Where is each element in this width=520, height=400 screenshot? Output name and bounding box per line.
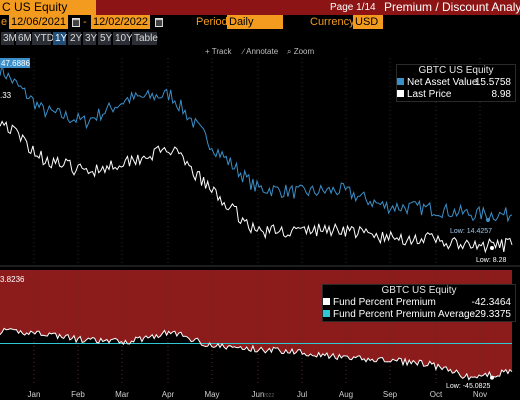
range-button-6m[interactable]: 6M (16, 32, 32, 45)
legend-series-name: Last Price (407, 89, 452, 100)
legend-series-value: 15.5758 (474, 77, 511, 88)
nav-line (0, 64, 513, 223)
x-axis-year-hint: 2022 (263, 393, 274, 399)
date-separator: - (83, 16, 87, 28)
zoom-tool[interactable]: ⌕ Zoom (287, 47, 315, 56)
security-title[interactable]: C US Equity (0, 0, 96, 15)
x-axis-month-label: Sep (383, 390, 398, 399)
params-row: e 12/06/2021 ▦ - 12/02/2022 ▦ Period Dai… (0, 15, 520, 30)
legend-series-value: 8.98 (491, 89, 511, 100)
low-nav-label: Low: 14.4257 (450, 228, 492, 235)
legend-row-premium: Fund Percent Premium -42.3464 (323, 297, 515, 309)
low-premium-label: Low: -45.0825 (446, 383, 490, 390)
currency-label: Currency (310, 16, 355, 28)
last-price-line (0, 120, 513, 254)
low-marker (486, 218, 490, 223)
date-prefix: e (1, 16, 8, 28)
bottom-legend: GBTC US Equity Fund Percent Premium -42.… (322, 284, 516, 322)
legend-swatch (397, 90, 404, 97)
legend-swatch (323, 298, 330, 305)
bottom-legend-title: GBTC US Equity (381, 285, 457, 296)
top-panel-grid (0, 58, 520, 267)
premium-discount-chart[interactable]: 47.6886 .33 3.8236 Low: 14.4257 Low: 8.28 Low… (0, 58, 520, 400)
left-tick-label: .33 (0, 91, 12, 100)
low-price-label: Low: 8.28 (476, 257, 506, 264)
title-bar: C US Equity Page 1/14 Premium / Discount… (0, 0, 520, 15)
range-button-3y[interactable]: 3Y (83, 32, 98, 45)
x-axis-month-label: Jul (297, 390, 307, 399)
period-select[interactable]: Daily (227, 15, 283, 29)
period-label: Period (196, 16, 228, 28)
bottom-panel-grid (33, 270, 481, 384)
track-label: Track (211, 47, 232, 56)
left-tick-box (0, 58, 30, 68)
x-axis-month-label: Oct (430, 390, 443, 399)
top-panel-lines (0, 64, 513, 254)
x-axis-month-label: Mar (115, 390, 129, 399)
premium-line (0, 327, 513, 381)
annotate-label: Annotate (246, 47, 279, 56)
page-indicator[interactable]: Page 1/14 (330, 2, 376, 13)
bottom-panel-lines (0, 327, 513, 381)
currency-field[interactable]: USD (353, 15, 383, 29)
legend-row-premium-avg: Fund Percent Premium Average -29.3375 (323, 309, 515, 321)
legend-series-name: Fund Percent Premium (333, 297, 436, 308)
left-tick-label: 3.8236 (0, 275, 25, 284)
x-axis-month-label: May (204, 390, 219, 399)
low-marker (490, 375, 494, 380)
x-axis-month-label: Jan (28, 390, 41, 399)
left-tick-label: 47.6886 (1, 59, 30, 68)
top-legend: GBTC US Equity Net Asset Value 15.5758 L… (396, 64, 516, 102)
screen-title: Premium / Discount Analy (384, 0, 520, 14)
zoom-label: Zoom (293, 47, 315, 56)
calendar-icon[interactable]: ▦ (72, 18, 80, 27)
range-button-3m[interactable]: 3M (1, 32, 17, 45)
legend-series-name: Fund Percent Premium Average (333, 309, 476, 320)
annotate-tool[interactable]: ∕ Annotate (243, 47, 279, 56)
range-button-1y[interactable]: 1Y (53, 32, 68, 45)
range-button-ytd[interactable]: YTD (32, 32, 54, 45)
legend-swatch (397, 78, 404, 85)
range-button-2y[interactable]: 2Y (68, 32, 83, 45)
x-axis-month-label: Feb (71, 390, 85, 399)
legend-series-value: -42.3464 (471, 297, 511, 308)
x-axis-month-label: Jun (252, 390, 265, 399)
x-axis-month-label: Nov (473, 390, 487, 399)
legend-series-name: Net Asset Value (407, 77, 478, 88)
low-marker (490, 246, 494, 251)
range-button-10y[interactable]: 10Y (113, 32, 133, 45)
x-axis-month-label: Aug (339, 390, 353, 399)
track-tool[interactable]: + Track (205, 47, 232, 56)
legend-row-nav: Net Asset Value 15.5758 (397, 77, 515, 89)
x-axis-month-label: Apr (162, 390, 175, 399)
range-button-table[interactable]: Table (132, 32, 158, 45)
calendar-icon[interactable]: ▦ (155, 18, 163, 27)
legend-row-price: Last Price 8.98 (397, 89, 515, 101)
legend-series-value: -29.3375 (471, 309, 511, 320)
range-button-5y[interactable]: 5Y (98, 32, 113, 45)
legend-swatch (323, 310, 330, 317)
top-legend-title: GBTC US Equity (418, 65, 494, 76)
end-date-field[interactable]: 12/02/2022 (91, 15, 151, 29)
chart-labels: 47.6886 .33 3.8236 Low: 14.4257 Low: 8.28 Low… (0, 58, 506, 399)
start-date-field[interactable]: 12/06/2021 (9, 15, 69, 29)
